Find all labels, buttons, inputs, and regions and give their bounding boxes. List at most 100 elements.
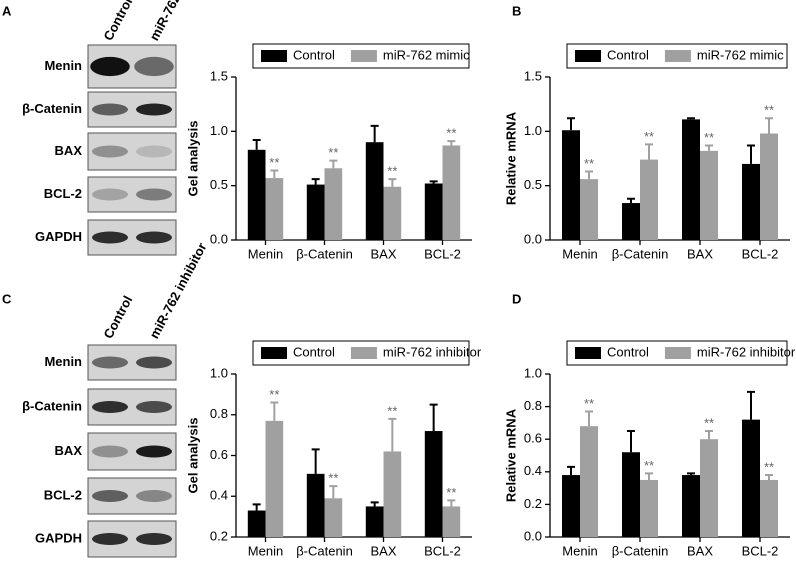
- bar: [265, 178, 284, 240]
- blot-row-label: Menin: [44, 58, 82, 73]
- blot-band: [92, 231, 128, 244]
- error-bar: [687, 472, 695, 476]
- legend-swatch: [575, 347, 601, 359]
- y-axis-label: Gel analysis: [185, 121, 200, 197]
- blot-band: [90, 56, 130, 77]
- blot-row-label: BCL-2: [44, 186, 82, 201]
- significance-marker: **: [704, 415, 714, 430]
- blot-row-label: BAX: [55, 143, 83, 158]
- y-tick-label: 0.6: [210, 447, 228, 462]
- x-tick-label: Menin: [562, 543, 597, 558]
- y-tick-label: 0.4: [210, 488, 228, 503]
- error-bar: [705, 430, 713, 440]
- error-bar: [311, 448, 320, 474]
- panel-label: C: [2, 291, 12, 306]
- significance-marker: **: [764, 103, 774, 118]
- legend-label: miR-762 inhibitor: [383, 344, 482, 359]
- blot-column-label: Control: [100, 0, 135, 43]
- bar: [306, 184, 325, 240]
- significance-marker: **: [328, 145, 338, 160]
- legend-swatch: [261, 50, 287, 62]
- bar: [742, 419, 760, 537]
- blot-row-label: BAX: [55, 443, 83, 458]
- significance-marker: **: [584, 156, 594, 171]
- blot-background: [87, 132, 177, 171]
- y-axis-label: Relative mRNA: [503, 111, 518, 205]
- blot-band: [92, 401, 128, 413]
- legend-swatch: [350, 347, 377, 359]
- error-bar: [370, 124, 379, 143]
- bar: [247, 149, 266, 240]
- y-tick-label: 0.6: [524, 431, 542, 446]
- significance-marker: **: [387, 403, 397, 418]
- bar: [622, 452, 640, 537]
- error-bar: [429, 403, 438, 432]
- error-bar: [765, 474, 773, 480]
- legend-label: miR-762 mimic: [697, 47, 784, 62]
- error-bar: [627, 197, 635, 204]
- x-tick-label: BCL-2: [424, 543, 461, 558]
- y-tick-label: 1.0: [524, 123, 542, 138]
- bar: [742, 163, 760, 240]
- y-tick-label: 0.0: [524, 528, 542, 543]
- significance-marker: **: [644, 129, 654, 144]
- x-tick-label: Menin: [248, 246, 283, 261]
- bar: [622, 203, 640, 240]
- y-tick-label: 1.5: [210, 68, 228, 83]
- y-axis-label: Gel analysis: [185, 418, 200, 494]
- bar: [580, 426, 598, 537]
- bar: [682, 475, 700, 537]
- x-tick-label: BAX: [687, 543, 713, 558]
- x-tick-label: β-Catenin: [296, 246, 353, 261]
- x-tick-label: BCL-2: [742, 246, 779, 261]
- blot-band: [136, 490, 172, 502]
- blot-band: [92, 533, 128, 545]
- x-tick-label: β-Catenin: [296, 543, 353, 558]
- error-bar: [270, 169, 279, 179]
- blot-row-label: Menin: [44, 354, 82, 369]
- bar: [700, 439, 718, 537]
- bar: [640, 479, 658, 537]
- error-bar: [370, 501, 379, 507]
- error-bar: [311, 178, 320, 185]
- bar: [306, 473, 325, 537]
- blot-row-label: GAPDH: [35, 229, 82, 244]
- x-tick-label: BAX: [370, 246, 396, 261]
- error-bar: [687, 117, 695, 120]
- blot-band: [92, 445, 128, 458]
- bar: [247, 510, 266, 537]
- blot-band: [92, 188, 128, 201]
- error-bar: [329, 159, 338, 169]
- y-tick-label: 0.8: [210, 406, 228, 421]
- blot-row-label: β-Catenin: [22, 398, 82, 413]
- error-bar: [429, 180, 438, 184]
- bar: [682, 119, 700, 240]
- bar: [442, 506, 461, 537]
- blot-background: [87, 176, 177, 213]
- bar: [562, 475, 580, 537]
- x-tick-label: BCL-2: [424, 246, 461, 261]
- y-tick-label: 0.5: [524, 177, 542, 192]
- error-bar: [645, 472, 653, 480]
- legend-label: miR-762 mimic: [383, 47, 470, 62]
- legend-swatch: [664, 347, 691, 359]
- bar: [760, 479, 778, 537]
- legend-label: miR-762 inhibitor: [697, 344, 796, 359]
- bar: [442, 145, 461, 240]
- significance-marker: **: [704, 130, 714, 145]
- y-axis-label: Relative mRNA: [503, 408, 518, 502]
- blot-row-label: β-Catenin: [22, 101, 82, 116]
- error-bar: [270, 401, 279, 421]
- bar: [383, 186, 402, 240]
- x-tick-label: BAX: [687, 246, 713, 261]
- legend-swatch: [350, 50, 377, 62]
- blot-band: [92, 103, 128, 116]
- y-tick-label: 0.5: [210, 177, 228, 192]
- bar: [640, 159, 658, 240]
- significance-marker: **: [764, 459, 774, 474]
- x-tick-label: Menin: [248, 543, 283, 558]
- blot-band: [136, 103, 172, 116]
- significance-marker: **: [644, 458, 654, 473]
- error-bar: [447, 499, 456, 507]
- error-bar: [645, 143, 653, 160]
